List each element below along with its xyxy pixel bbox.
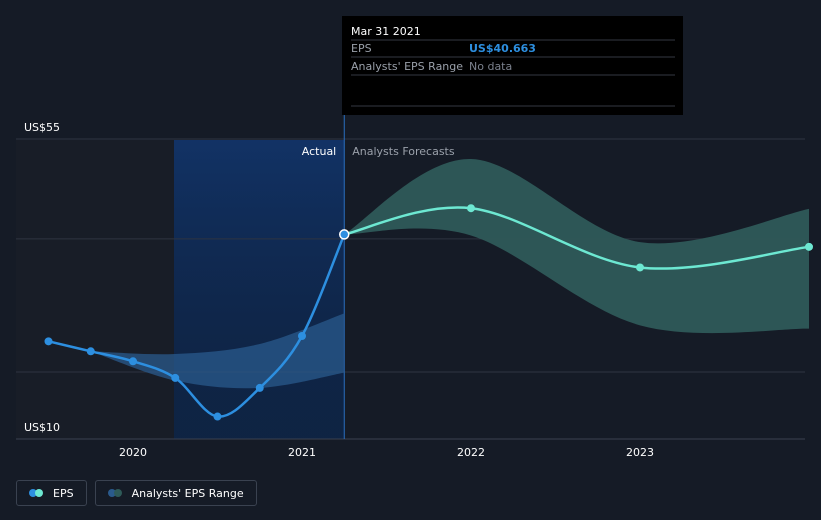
actual-eps-point-4: [213, 412, 222, 421]
actual-eps-point-3: [171, 373, 180, 382]
range-legend-icon: [107, 489, 124, 497]
forecast-eps-range-band: [344, 158, 809, 334]
actual-region-gradient: [174, 140, 345, 439]
actual-eps-point-6: [298, 332, 306, 341]
actual-eps-point-2: [129, 357, 137, 366]
x-tick-label-2023: 2023: [626, 446, 654, 459]
actual-label: Actual: [302, 145, 336, 158]
past-region-shade: [16, 140, 174, 439]
forecast-eps-point-1: [467, 204, 475, 213]
tooltip-date: Mar 31 2021: [351, 25, 421, 38]
forecast-eps-point-3: [805, 242, 813, 251]
tooltip-row-value-0: US$40.663: [469, 42, 536, 55]
legend-eps-label: EPS: [53, 486, 74, 500]
x-tick-label-2022: 2022: [457, 446, 485, 459]
analysts-forecasts-label: Analysts Forecasts: [352, 145, 455, 158]
actual-eps-point-0: [44, 337, 53, 346]
actual-eps-point-5: [255, 383, 264, 392]
legend-eps-range-label: Analysts' EPS Range: [131, 486, 244, 500]
legend: EPS Analysts' EPS Range: [16, 480, 257, 506]
legend-eps-range[interactable]: Analysts' EPS Range: [94, 480, 257, 506]
highlighted-eps-point: [339, 229, 350, 240]
x-tick-label-2020: 2020: [119, 446, 147, 459]
eps-legend-icon: [29, 489, 45, 497]
past-eps-range-band: [90, 313, 345, 389]
x-tick-label-2021: 2021: [288, 446, 316, 459]
tooltip-row-value-1: No data: [469, 60, 512, 73]
forecast-eps-point-2: [636, 263, 644, 272]
actual-eps-point-1: [86, 347, 95, 356]
tooltip-row-label-0: EPS: [351, 42, 372, 55]
legend-eps[interactable]: EPS: [16, 480, 87, 506]
y-axis-top-label: US$55: [24, 121, 60, 134]
forecast-eps-line: [343, 206, 811, 270]
y-axis-bottom-label: US$10: [24, 421, 60, 434]
tooltip-row-label-1: Analysts' EPS Range: [351, 60, 463, 73]
tooltip-box: [342, 16, 683, 115]
